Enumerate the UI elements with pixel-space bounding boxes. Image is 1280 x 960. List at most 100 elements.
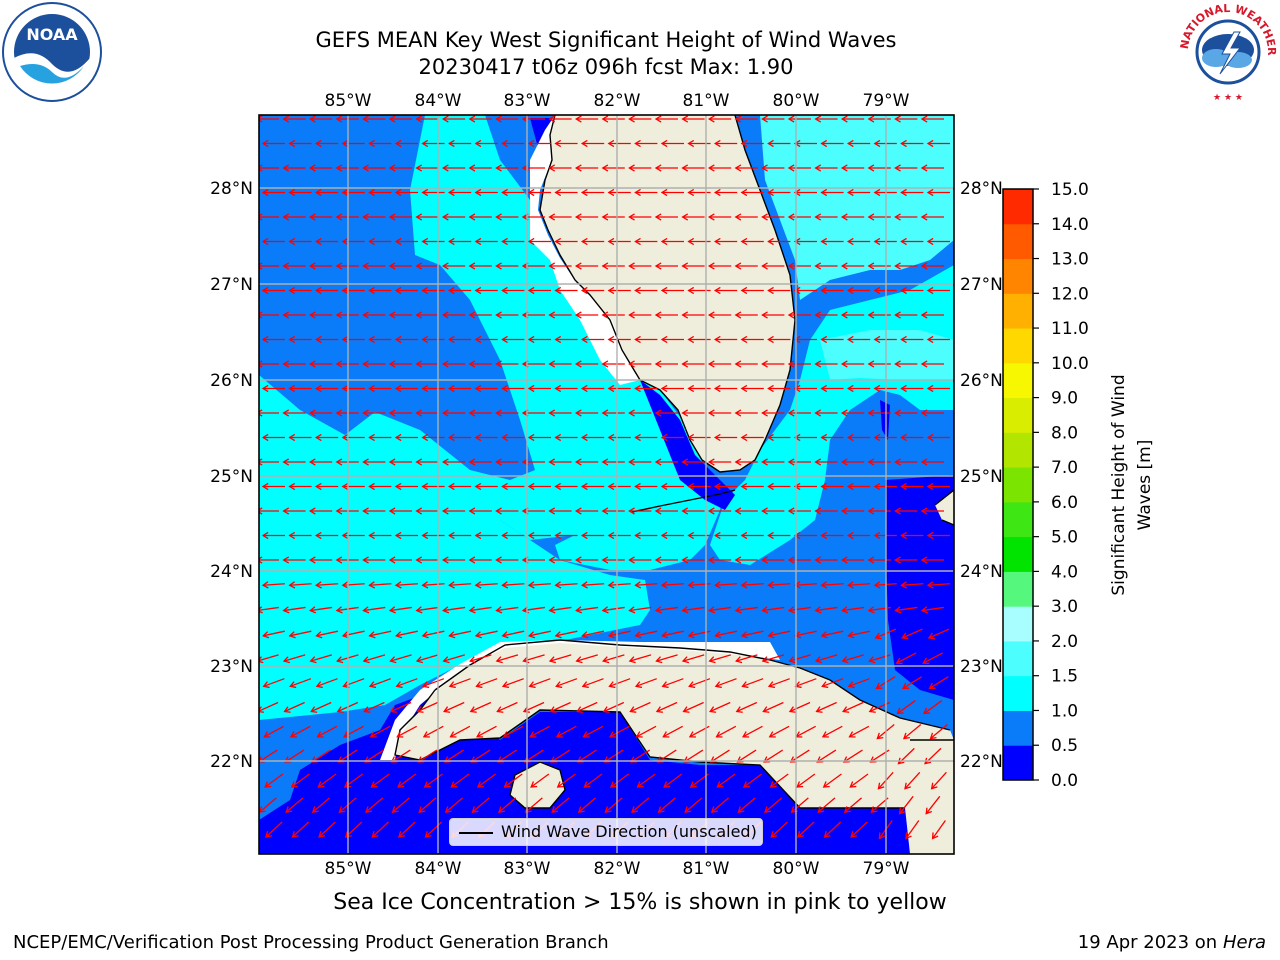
colorbar-segment: [1003, 328, 1033, 364]
wind-arrow-head: [660, 335, 668, 344]
wind-arrow-head: [661, 681, 669, 689]
wind-arrow-head: [734, 311, 742, 319]
wind-arrow: [530, 773, 550, 788]
land-florida: [540, 115, 795, 472]
wind-arrow: [390, 654, 412, 662]
wind-arrow-head: [388, 262, 396, 270]
wind-arrow-head: [527, 139, 535, 148]
wind-arrow: [583, 725, 604, 738]
wind-arrow-head: [900, 433, 907, 442]
lat-label-left: 23°N: [210, 657, 253, 677]
wind-arrow: [292, 821, 310, 838]
wind-arrow-head: [708, 606, 716, 614]
wind-arrow: [259, 701, 279, 712]
wind-arrow: [262, 583, 286, 586]
wind-arrow-head: [867, 507, 875, 515]
wind-arrow-head: [441, 409, 449, 417]
wind-arrow: [264, 773, 284, 788]
wind-arrow-head: [894, 360, 901, 368]
wind-arrow-head: [468, 311, 476, 319]
wind-arrow-head: [920, 606, 928, 614]
wind-arrow: [311, 749, 331, 763]
wind-arrow-head: [926, 581, 934, 589]
wind-arrow: [842, 606, 865, 612]
wind-arrow-head: [654, 507, 662, 515]
wind-arrow-head: [362, 507, 369, 515]
wind-arrow-head: [761, 556, 768, 564]
wind-arrow-head: [713, 581, 721, 589]
map-subtitle: 20230417 t06z 096h fcst Max: 1.90: [418, 55, 794, 79]
wind-arrow-head: [282, 115, 290, 123]
wind-arrow-head: [341, 631, 349, 639]
wind-arrow-head: [628, 360, 635, 368]
wind-arrow-head: [415, 556, 423, 564]
wind-arrow-head: [288, 631, 296, 639]
wind-arrow: [502, 678, 524, 687]
wind-arrow-head: [867, 606, 875, 614]
wind-arrow-head: [840, 311, 848, 319]
wind-arrow-head: [282, 656, 291, 664]
wind-arrow: [629, 654, 652, 662]
wind-arrow-head: [687, 335, 695, 344]
wind-arrow-head: [787, 311, 795, 319]
wind-arrow: [604, 749, 624, 763]
wind-arrow: [263, 630, 285, 637]
wind-arrow-head: [734, 606, 742, 614]
wind-arrow-head: [900, 384, 907, 393]
wind-arrow: [398, 821, 416, 838]
wind-arrow: [610, 773, 630, 788]
wind-arrow-head: [362, 556, 369, 564]
wind-arrow-head: [476, 731, 484, 738]
wind-arrow-head: [551, 806, 559, 813]
wind-arrow: [417, 749, 438, 763]
colorbar-segment: [1003, 293, 1033, 329]
wind-arrow-head: [873, 433, 881, 442]
colorbar-tick-label: 11.0: [1051, 319, 1089, 339]
wind-arrow-head: [900, 286, 907, 295]
wind-arrow: [709, 701, 731, 713]
wind-arrow: [637, 773, 656, 788]
wind-arrow-head: [767, 384, 774, 393]
wind-arrow: [504, 773, 523, 788]
wind-arrow-head: [548, 507, 556, 515]
wind-arrow: [369, 583, 392, 586]
wind-arrow-head: [316, 731, 324, 738]
wind-arrow-head: [421, 482, 429, 491]
wind-arrow-head: [344, 831, 352, 838]
wind-arrow-head: [628, 311, 635, 319]
wind-arrow-head: [527, 482, 535, 491]
wind-arrow-head: [607, 188, 615, 197]
wind-arrow-head: [821, 731, 829, 738]
wind-arrow: [549, 606, 572, 612]
wind-arrow: [682, 606, 705, 612]
wind-arrow-head: [335, 115, 343, 123]
wind-arrow: [932, 820, 946, 839]
wind-arrow-head: [364, 756, 372, 763]
wind-arrow-head: [415, 115, 423, 123]
wind-arrow: [899, 795, 914, 815]
wind-arrow-head: [474, 286, 482, 295]
wind-arrow: [795, 678, 817, 687]
wind-arrow-head: [309, 606, 317, 614]
wind-arrow: [524, 749, 544, 763]
wind-arrow-head: [920, 360, 928, 368]
wind-arrow: [848, 678, 870, 687]
wind-arrow: [390, 606, 412, 612]
wind-arrow-head: [443, 706, 451, 713]
wind-arrow-head: [767, 188, 774, 197]
wind-arrow-head: [601, 360, 609, 368]
wind-arrow: [790, 749, 810, 763]
wind-arrow-head: [441, 507, 449, 515]
wind-arrow-head: [767, 286, 774, 295]
lon-label-bottom: 83°W: [504, 859, 551, 879]
wind-arrow-head: [846, 188, 854, 197]
wind-arrow-head: [550, 756, 558, 763]
noaa-logo-text: NOAA: [26, 25, 78, 44]
wind-arrow-head: [840, 213, 848, 221]
wind-arrow-head: [926, 335, 934, 344]
wind-arrow: [742, 678, 764, 687]
wind-arrow-head: [368, 335, 375, 344]
wind-arrow-head: [601, 556, 609, 564]
wind-arrow-head: [495, 115, 502, 123]
wind-arrow-head: [341, 335, 349, 344]
